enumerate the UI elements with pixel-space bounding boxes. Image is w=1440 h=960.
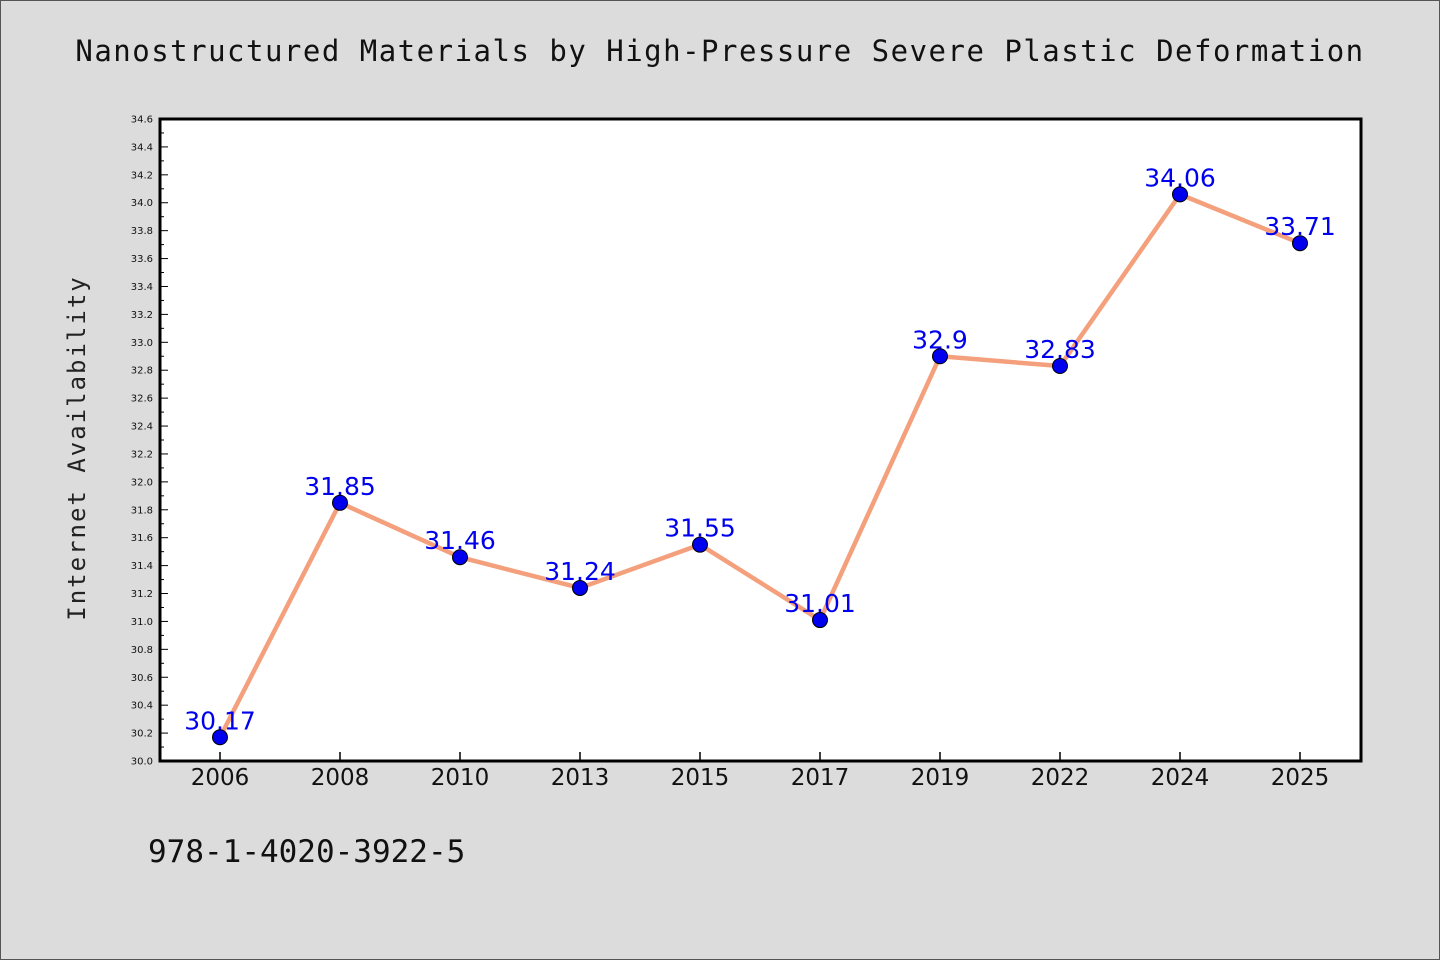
- data-point: [932, 348, 948, 365]
- data-label: 34.06: [1144, 163, 1216, 192]
- y-tick-label: 31.8: [131, 505, 153, 516]
- y-tick-label: 32.0: [131, 477, 153, 488]
- chart-title: Nanostructured Materials by High-Pressur…: [75, 34, 1365, 68]
- y-tick-label: 32.6: [131, 394, 153, 405]
- data-label: 32.9: [912, 325, 968, 354]
- data-point: [212, 729, 228, 746]
- y-tick-label: 33.6: [131, 254, 153, 265]
- series: 30.17 31.85 31.46 31.24 31.55 31.01 32.9 32.83 3…: [184, 163, 1336, 746]
- data-point: [572, 579, 588, 596]
- y-tick-label: 34.2: [131, 170, 153, 181]
- data-point: [452, 549, 468, 566]
- y-tick-label: 33.0: [131, 338, 153, 349]
- y-tick-label: 31.0: [131, 617, 153, 628]
- data-label: 31.01: [784, 589, 856, 618]
- x-tick-label: 2017: [791, 765, 850, 791]
- data-point: [1172, 186, 1188, 203]
- y-tick-label: 31.4: [131, 561, 153, 572]
- y-tick-label: 31.6: [131, 533, 153, 544]
- y-tick-label: 33.2: [131, 310, 153, 321]
- y-tick-label: 34.6: [131, 115, 153, 126]
- data-point: [1052, 358, 1068, 375]
- data-label: 31.85: [304, 472, 376, 501]
- x-tick-label: 2006: [191, 765, 250, 791]
- series-line: [217, 192, 1303, 740]
- data-label: 33.71: [1264, 212, 1336, 241]
- x-axis: 2006 2008 2010 2013 2015 2017 2019 2022 2024 2025: [191, 752, 1330, 791]
- data-label: 32.83: [1024, 335, 1096, 364]
- y-tick-label: 33.8: [131, 226, 153, 237]
- x-tick-label: 2022: [1031, 765, 1090, 791]
- y-tick-label: 30.4: [131, 701, 153, 712]
- x-tick-label: 2008: [311, 765, 370, 791]
- y-tick-label: 30.6: [131, 673, 153, 684]
- data-point: [332, 494, 348, 511]
- y-tick-label: 31.2: [131, 589, 153, 600]
- y-tick-label: 33.4: [131, 282, 153, 293]
- data-point: [692, 536, 708, 553]
- data-point: [1292, 235, 1308, 252]
- y-tick-label: 32.4: [131, 422, 153, 433]
- x-tick-label: 2024: [1151, 765, 1210, 791]
- y-tick-label: 30.0: [131, 757, 153, 768]
- data-label: 30.17: [184, 706, 256, 735]
- y-tick-label: 30.2: [131, 729, 153, 740]
- x-tick-label: 2013: [551, 765, 610, 791]
- y-tick-label: 32.8: [131, 366, 153, 377]
- x-tick-label: 2019: [911, 765, 970, 791]
- y-tick-label: 30.8: [131, 645, 153, 656]
- data-label: 31.55: [664, 514, 736, 543]
- x-tick-label: 2010: [431, 765, 490, 791]
- y-tick-label: 34.0: [131, 198, 153, 209]
- x-tick-label: 2015: [671, 765, 730, 791]
- x-tick-label: 2025: [1271, 765, 1330, 791]
- data-label: 31.24: [544, 557, 616, 586]
- plot-area: [160, 119, 1361, 761]
- footer-isbn: 978-1-4020-3922-5: [148, 834, 466, 870]
- data-label: 31.46: [424, 526, 496, 555]
- data-point: [812, 612, 828, 629]
- y-axis: 30.0 30.2 30.4 30.6 30.8 31.0 31.2 31.4 31.6 31.8…: [131, 115, 168, 768]
- plot-border: [158, 117, 1363, 763]
- y-tick-label: 34.4: [131, 142, 153, 153]
- y-tick-label: 32.2: [131, 449, 153, 460]
